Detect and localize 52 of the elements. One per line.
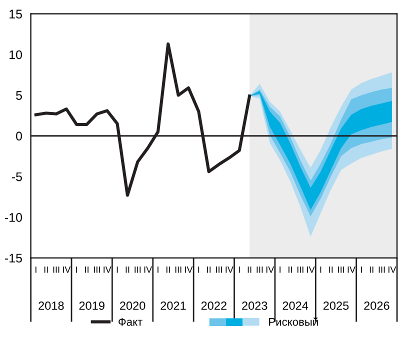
text: 2026	[364, 302, 390, 310]
text: 2024	[282, 302, 308, 310]
legend-label: Факт	[118, 318, 142, 326]
x-tick-label: II	[126, 266, 130, 273]
legend-label: Рисковый	[269, 317, 318, 326]
x-tick-label: III	[378, 266, 385, 273]
x-tick-label: I	[116, 266, 118, 273]
y-tick-label: 10	[10, 50, 22, 60]
text: 2018	[38, 302, 64, 310]
x-tick-label: I	[320, 266, 322, 273]
x-tick-label: IV	[226, 266, 234, 273]
y-tick-label: 15	[10, 10, 22, 19]
text: 2022	[201, 302, 226, 310]
x-tick-label: III	[216, 266, 222, 273]
y-tick-label: -15	[4, 254, 22, 263]
x-tick-label: IV	[307, 266, 315, 273]
x-tick-label: IV	[104, 266, 112, 273]
text: 2019	[79, 302, 104, 310]
x-tick-label: I	[238, 266, 240, 273]
x-tick-label: II	[329, 266, 333, 273]
x-tick-label: I	[198, 266, 200, 273]
x-tick-label: IV	[266, 266, 274, 273]
text: 2020	[120, 302, 146, 310]
x-tick-label: IV	[348, 266, 356, 273]
x-tick-label: IV	[144, 266, 152, 273]
x-tick-label: III	[175, 266, 182, 273]
x-tick-label: II	[288, 266, 292, 273]
x-tick-label: II	[44, 266, 48, 273]
x-tick-label: I	[76, 266, 78, 273]
y-tick-label: 0	[16, 132, 22, 141]
x-tick-label: I	[361, 266, 362, 273]
text: 2025	[323, 302, 349, 310]
x-tick-label: IV	[185, 266, 193, 273]
x-tick-label: I	[35, 266, 36, 273]
x-tick-label: III	[297, 266, 304, 273]
x-tick-label: IV	[388, 266, 396, 273]
x-tick-label: II	[166, 266, 170, 273]
x-tick-label: III	[94, 266, 100, 273]
x-tick-label: II	[248, 266, 252, 273]
x-tick-label: III	[134, 266, 141, 273]
x-tick-label: III	[53, 266, 60, 273]
x-tick-label: II	[85, 266, 88, 273]
text: 2021	[160, 302, 186, 310]
x-tick-label: III	[256, 266, 263, 273]
x-tick-label: II	[370, 266, 374, 273]
y-tick-label: 5	[16, 91, 22, 100]
x-tick-label: III	[338, 266, 344, 273]
x-tick-label: II	[207, 266, 211, 273]
x-tick-label: IV	[62, 266, 71, 273]
text: 2023	[242, 302, 268, 310]
y-tick-label: -5	[12, 172, 22, 182]
y-tick-label: -10	[4, 213, 22, 222]
